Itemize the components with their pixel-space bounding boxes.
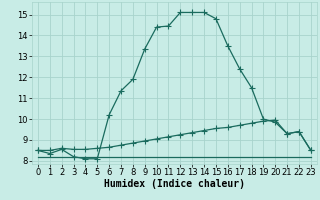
X-axis label: Humidex (Indice chaleur): Humidex (Indice chaleur) <box>104 179 245 189</box>
